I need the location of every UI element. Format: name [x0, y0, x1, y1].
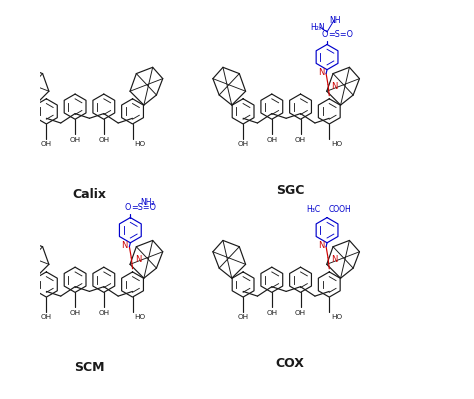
Text: OH: OH — [237, 141, 249, 147]
Text: Calix: Calix — [73, 188, 107, 201]
Text: N: N — [331, 82, 338, 91]
Text: N: N — [121, 241, 128, 250]
Text: OH: OH — [237, 314, 249, 320]
Text: N: N — [331, 255, 338, 264]
Text: OH: OH — [98, 310, 109, 316]
Text: COOH: COOH — [328, 205, 351, 214]
Text: O: O — [125, 203, 131, 213]
Text: N: N — [318, 68, 325, 77]
Text: =S=O: =S=O — [328, 30, 353, 40]
Text: NH: NH — [329, 16, 340, 25]
Text: OH: OH — [98, 136, 109, 142]
Text: HO: HO — [134, 314, 145, 320]
Text: OH: OH — [266, 136, 277, 142]
Text: OH: OH — [295, 310, 306, 316]
Text: OH: OH — [70, 310, 81, 316]
Text: OH: OH — [70, 136, 81, 142]
Text: OH: OH — [41, 141, 52, 147]
Text: HO: HO — [331, 141, 342, 147]
Text: NH₂: NH₂ — [141, 198, 155, 207]
Text: SCM: SCM — [74, 361, 105, 374]
Text: N: N — [318, 241, 325, 250]
Text: N: N — [135, 255, 141, 264]
Text: COX: COX — [276, 357, 305, 370]
Text: HO: HO — [134, 141, 145, 147]
Text: H₃C: H₃C — [307, 205, 321, 214]
Text: OH: OH — [41, 314, 52, 320]
Text: HO: HO — [331, 314, 342, 320]
Text: O: O — [321, 30, 328, 40]
Text: OH: OH — [295, 136, 306, 142]
Text: H₂N: H₂N — [310, 23, 325, 32]
Text: =S=O: =S=O — [131, 203, 156, 213]
Text: SGC: SGC — [276, 184, 304, 197]
Text: OH: OH — [266, 310, 277, 316]
